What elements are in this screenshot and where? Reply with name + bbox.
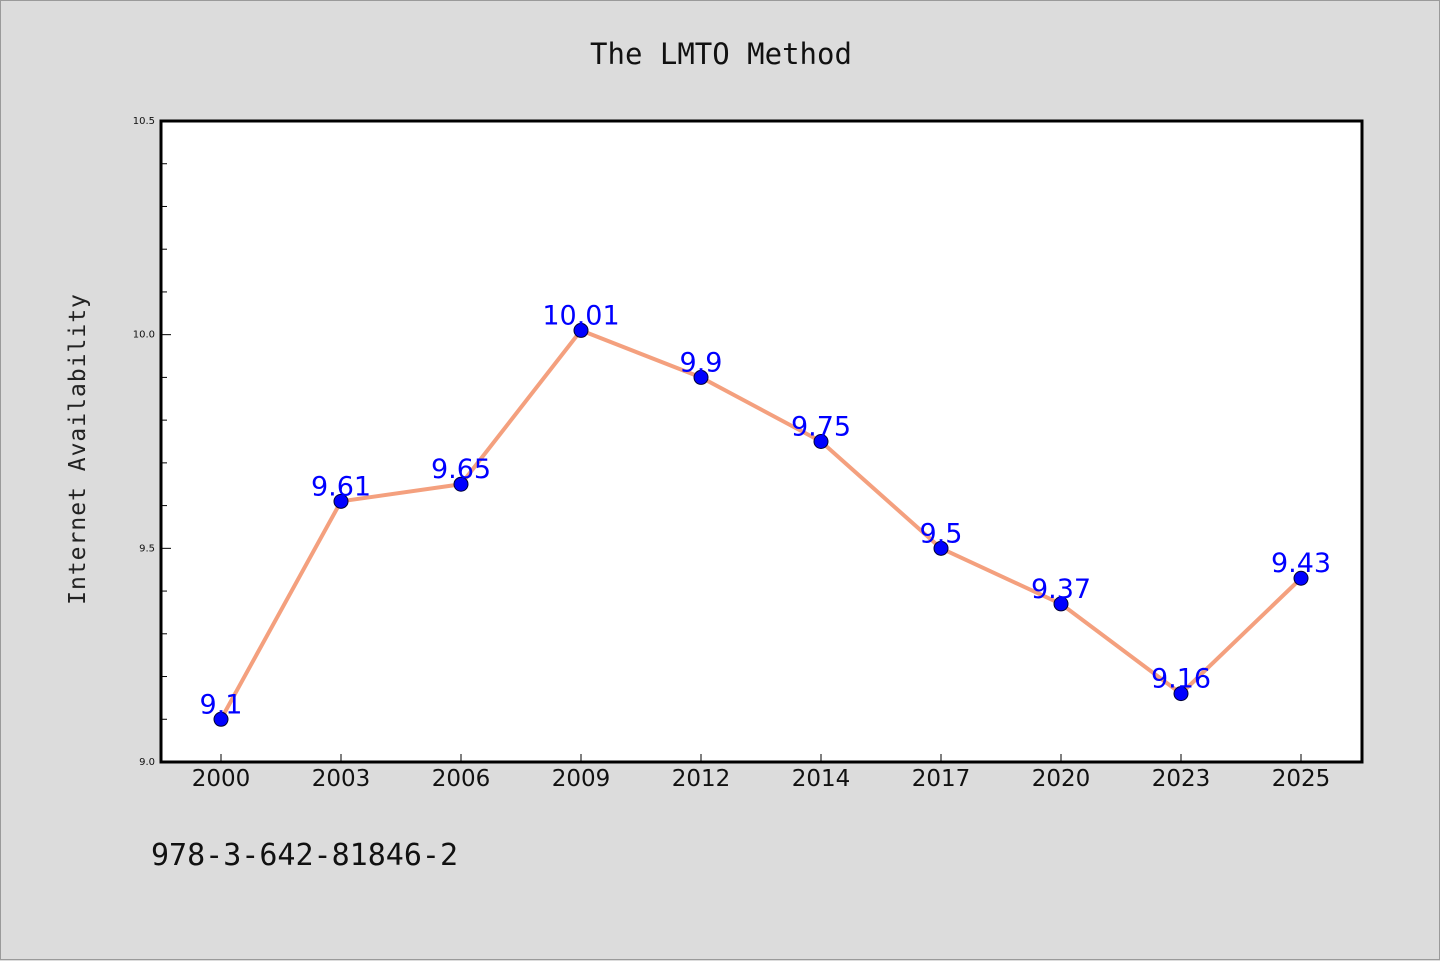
x-tick-label: 2020: [1032, 766, 1091, 792]
data-label: 9.16: [1151, 664, 1211, 695]
data-label: 9.61: [311, 471, 371, 502]
data-label: 9.43: [1271, 548, 1331, 579]
y-tick-label: 9.5: [139, 543, 155, 554]
data-point: [693, 369, 709, 385]
series-line: [219, 328, 1303, 722]
x-tick-label: 2006: [432, 766, 491, 792]
data-label: 9.5: [920, 518, 963, 549]
data-point: [813, 434, 829, 449]
footer-isbn: 978-3-642-81846-2: [151, 838, 458, 873]
y-axis-label: Internet Availability: [65, 293, 91, 605]
data-point: [453, 476, 469, 492]
plot-area: [159, 119, 1364, 764]
y-axis: 9.0 9.5 10.0 10.5: [133, 116, 171, 768]
x-tick-label: 2023: [1152, 766, 1211, 792]
chart-title: The LMTO Method: [590, 37, 852, 71]
data-label: 9.1: [200, 689, 243, 720]
series-layer: 9.1 9.61 9.65 10.01 9.9 9.75 9.5 9.37 9.16 9.43: [200, 300, 1331, 727]
data-label: 10.01: [542, 300, 619, 331]
x-tick-label: 2009: [552, 766, 611, 792]
x-tick-label: 2000: [192, 766, 251, 792]
data-label: 9.75: [791, 412, 851, 443]
x-tick-label: 2025: [1272, 766, 1331, 792]
x-axis: 2000 2003 2006 2009 2012 2014 2017 2020 2023 2025: [192, 754, 1331, 792]
x-tick-label: 2014: [792, 766, 851, 792]
data-point: [573, 322, 589, 338]
data-label: 9.37: [1031, 574, 1091, 605]
data-label: 9.9: [680, 347, 723, 378]
data-point: [1173, 686, 1189, 702]
y-tick-label: 10.5: [133, 116, 155, 127]
data-point: [213, 711, 229, 727]
data-point: [1293, 570, 1309, 586]
data-label: 9.65: [431, 454, 491, 485]
x-tick-label: 2003: [312, 766, 371, 792]
y-tick-label: 9.0: [139, 757, 155, 768]
data-point: [333, 493, 349, 509]
data-point: [933, 540, 949, 556]
data-point: [1053, 596, 1069, 612]
x-tick-label: 2012: [672, 766, 731, 792]
y-tick-label: 10.0: [133, 330, 155, 341]
x-tick-label: 2017: [912, 766, 971, 792]
